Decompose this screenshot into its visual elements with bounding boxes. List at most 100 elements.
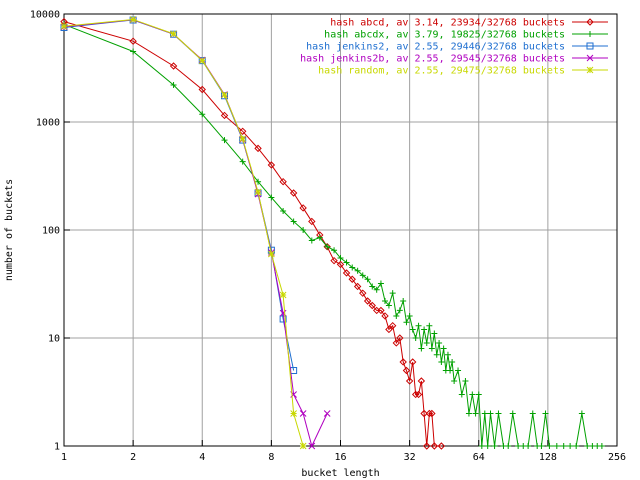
data-point [385, 302, 392, 309]
x-tick-label: 128 [539, 452, 557, 463]
y-tick-label: 1000 [36, 118, 60, 129]
data-point [403, 319, 410, 326]
legend-marker [586, 18, 594, 26]
data-point [396, 334, 404, 342]
data-point [451, 377, 458, 384]
data-point [129, 37, 137, 45]
data-point [415, 322, 422, 329]
data-point [299, 204, 307, 212]
data-point [418, 345, 425, 352]
data-point [198, 85, 206, 94]
data-point [60, 22, 68, 30]
data-point [399, 358, 407, 366]
data-point [268, 250, 275, 258]
series-4 [60, 16, 307, 450]
data-point [254, 188, 262, 196]
data-point [343, 259, 350, 266]
grid [63, 13, 618, 447]
data-point [364, 276, 371, 283]
data-point [239, 135, 247, 143]
data-point [469, 391, 476, 398]
data-point [299, 442, 307, 450]
data-point [455, 367, 462, 374]
data-point [437, 442, 446, 450]
data-point [475, 391, 482, 398]
data-point [170, 82, 177, 89]
y-tick-label: 10000 [30, 10, 60, 21]
data-point [447, 367, 454, 374]
data-point [414, 390, 423, 399]
data-point [342, 269, 351, 277]
data-point [440, 345, 447, 352]
legend-entry: hash jenkins2b, av 2.55, 29545/32768 buc… [300, 54, 565, 65]
data-point [529, 410, 536, 417]
data-point [267, 161, 276, 169]
data-point [409, 326, 416, 333]
legend-entry: hash jenkins2, av 2.55, 29446/32768 buck… [306, 42, 565, 53]
data-point [449, 358, 456, 365]
data-point [598, 443, 605, 449]
data-point [255, 178, 262, 185]
data-point [578, 410, 585, 417]
data-point [388, 321, 397, 330]
data-point [330, 256, 338, 265]
data-point [396, 307, 403, 314]
series-0 [60, 17, 446, 450]
data-point [472, 410, 479, 417]
data-point [369, 283, 376, 290]
x-tick-label: 8 [268, 452, 274, 463]
data-point [349, 264, 356, 271]
data-point [430, 442, 439, 450]
data-point [438, 358, 445, 365]
data-point [431, 330, 438, 337]
data-point [239, 158, 246, 165]
legend-marker [586, 66, 594, 74]
data-point [525, 443, 532, 449]
data-point [420, 409, 428, 418]
data-point [199, 111, 206, 118]
data-point [495, 410, 502, 417]
data-point [423, 442, 431, 450]
data-point [316, 234, 323, 241]
data-point [331, 247, 338, 254]
data-point [567, 443, 574, 449]
data-point [290, 218, 297, 225]
data-point [254, 144, 262, 153]
data-point [308, 237, 315, 244]
data-point [368, 301, 376, 310]
data-point [129, 16, 137, 23]
data-point [389, 290, 396, 297]
data-point [198, 57, 206, 64]
data-point [584, 443, 591, 449]
data-point [515, 443, 522, 449]
data-point [393, 312, 400, 319]
legend-marker [586, 42, 594, 50]
data-point [324, 243, 331, 250]
data-point [509, 410, 516, 417]
data-point [221, 137, 228, 144]
data-point [484, 443, 491, 449]
y-tick-label: 10 [48, 334, 60, 345]
data-point [423, 339, 430, 346]
data-point [428, 409, 436, 418]
series-layer [60, 16, 605, 450]
data-point [300, 227, 307, 233]
data-point [392, 339, 401, 347]
data-point [238, 127, 247, 136]
data-point [426, 322, 433, 329]
data-point [308, 442, 316, 450]
data-point [290, 410, 297, 417]
data-point [363, 297, 372, 305]
x-tick-label: 4 [199, 452, 205, 463]
data-point [462, 377, 469, 384]
data-point [323, 410, 331, 417]
data-point [421, 326, 428, 333]
series-1 [61, 21, 605, 449]
y-tick-label: 100 [42, 226, 60, 237]
x-tick-label: 2 [130, 452, 136, 463]
data-point [170, 30, 177, 38]
data-point [337, 255, 344, 262]
data-point [553, 443, 560, 449]
y-axis: 1 10 100 1000 10000 [30, 10, 70, 453]
data-point [428, 345, 435, 352]
